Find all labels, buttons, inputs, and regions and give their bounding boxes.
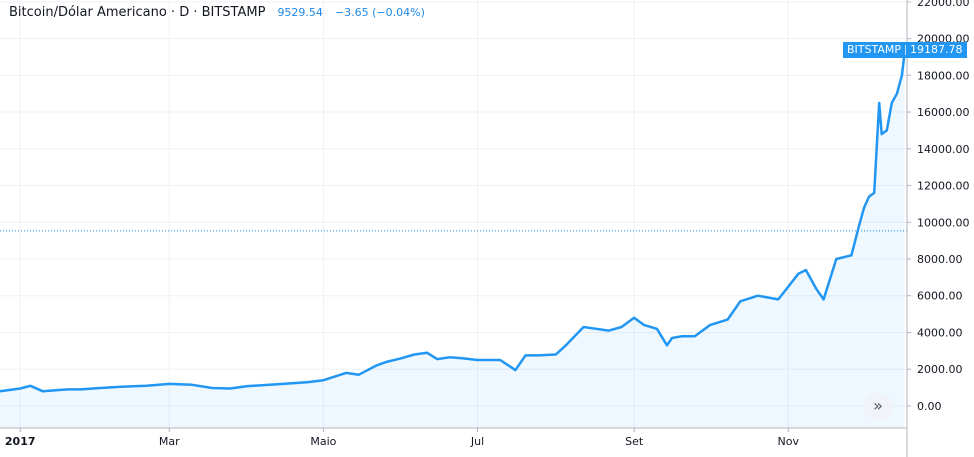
chart-grid [0, 0, 907, 428]
symbol-legend[interactable]: Bitcoin/Dólar Americano · D · BITSTAMP 9… [9, 5, 425, 20]
last-price-badge: BITSTAMP 19187.78 [843, 42, 967, 58]
price-axis[interactable]: 0.00 2000.00 4000.00 6000.00 8000.00 10000.00… [907, 0, 970, 413]
price-tick-label: 14000.00 [917, 143, 970, 156]
price-tick-label: 22000.00 [917, 0, 970, 9]
price-tick-label: 2000.00 [917, 363, 963, 376]
symbol-title[interactable]: Bitcoin/Dólar Americano · D · BITSTAMP [9, 5, 266, 20]
badge-exchange-label: BITSTAMP [847, 43, 902, 56]
badge-divider [905, 45, 907, 55]
price-area-fill [0, 53, 905, 428]
last-price-value: 9529.54 [277, 6, 323, 19]
badge-price-value: 19187.78 [910, 43, 963, 56]
price-change-value: −3.65 (−0.04%) [334, 6, 425, 19]
time-tick-label: Mar [159, 435, 180, 448]
price-tick-label: 4000.00 [917, 326, 963, 339]
time-tick-label: Maio [310, 435, 336, 448]
time-axis[interactable]: 2017 Mar Maio Jul Set Nov [5, 428, 800, 448]
price-tick-label: 8000.00 [917, 253, 963, 266]
scroll-to-realtime-button[interactable]: » [864, 393, 892, 421]
price-tick-label: 18000.00 [917, 69, 970, 82]
price-tick-label: 16000.00 [917, 106, 970, 119]
time-tick-label: Jul [470, 435, 484, 448]
price-tick-label: 10000.00 [917, 216, 970, 229]
price-tick-label: 6000.00 [917, 290, 963, 303]
time-tick-label: Nov [778, 435, 800, 448]
time-tick-label: 2017 [5, 435, 36, 448]
price-tick-label: 12000.00 [917, 180, 970, 193]
price-line[interactable] [0, 53, 906, 393]
time-tick-label: Set [625, 435, 644, 448]
price-tick-label: 0.00 [917, 400, 942, 413]
double-chevron-right-icon: » [873, 396, 883, 415]
